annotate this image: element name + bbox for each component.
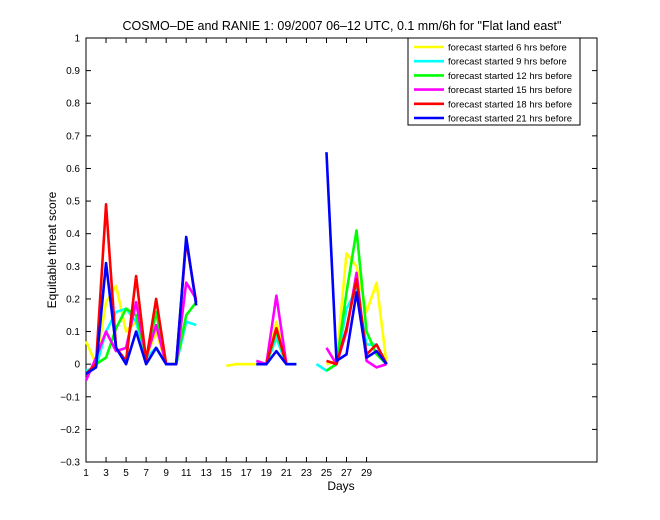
legend-label: forecast started 6 hrs before — [448, 43, 567, 54]
x-tick-label: 23 — [301, 468, 313, 479]
legend-label: forecast started 21 hrs before — [448, 114, 572, 125]
y-tick-label: −0.1 — [60, 392, 80, 403]
tick-layer: 1 3 5 7 9 11 13 15 17 19 21 23 25 27 29−0.3−0.2−0.100.… — [60, 34, 597, 479]
legend-label: forecast started 12 hrs before — [448, 71, 572, 82]
legend-label: forecast started 18 hrs before — [448, 99, 572, 110]
y-tick-label: 0.5 — [66, 197, 80, 208]
y-tick-label: 0.2 — [66, 294, 80, 305]
x-tick-label: 21 — [281, 468, 293, 479]
x-tick-label: 25 — [321, 468, 333, 479]
legend-label: forecast started 15 hrs before — [448, 85, 572, 96]
x-tick-label: 1 — [83, 468, 89, 479]
x-tick-label: 29 — [361, 468, 373, 479]
y-tick-label: 0 — [74, 360, 80, 371]
y-tick-label: 0.6 — [66, 164, 80, 175]
x-tick-label: 11 — [181, 468, 192, 479]
x-tick-label: 5 — [123, 468, 129, 479]
y-tick-label: 0.7 — [66, 131, 80, 142]
y-tick-label: −0.3 — [60, 458, 80, 469]
y-tick-label: 1 — [74, 34, 80, 45]
x-tick-label: 17 — [241, 468, 253, 479]
chart-title: COSMO–DE and RANIE 1: 09/2007 06–12 UTC,… — [123, 19, 562, 33]
x-tick-label: 13 — [201, 468, 213, 479]
legend: forecast started 6 hrs before forecast st… — [407, 37, 581, 126]
x-tick-label: 3 — [103, 468, 109, 479]
legend-box — [407, 37, 581, 126]
y-axis-label: Equitable threat score — [45, 191, 59, 308]
x-tick-label: 19 — [261, 468, 273, 479]
x-tick-label: 9 — [163, 468, 169, 479]
series-line-6 — [85, 152, 388, 376]
legend-label: forecast started 9 hrs before — [448, 57, 567, 68]
y-tick-label: 0.3 — [66, 262, 80, 273]
y-tick-label: 0.8 — [66, 99, 80, 110]
series-layer — [84, 152, 388, 381]
x-axis-label: Days — [327, 479, 354, 493]
x-tick-label: 7 — [143, 468, 149, 479]
y-tick-label: 0.9 — [66, 66, 80, 77]
y-tick-label: 0.1 — [66, 327, 80, 338]
y-tick-label: −0.2 — [60, 425, 80, 436]
x-tick-label: 15 — [221, 468, 233, 479]
x-tick-label: 27 — [341, 468, 353, 479]
y-tick-label: 0.4 — [66, 229, 80, 240]
